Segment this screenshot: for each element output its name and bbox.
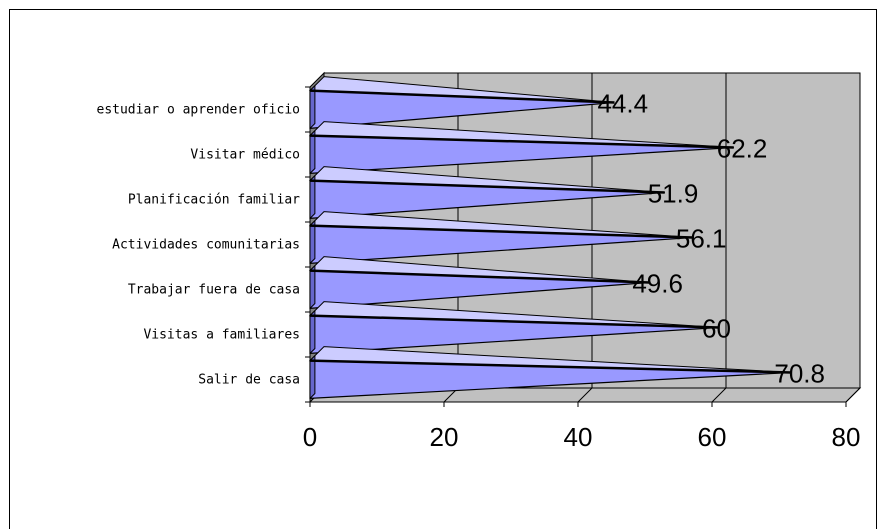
floor-gridline — [577, 387, 593, 403]
bar-edge — [309, 179, 665, 194]
bar-base — [309, 264, 316, 310]
bar-base — [309, 129, 316, 175]
data-label: 60 — [702, 314, 731, 344]
bar-base — [309, 354, 316, 400]
data-label: 49.6 — [632, 269, 683, 299]
bar-edge — [309, 134, 734, 149]
category-label: Salir de casa — [198, 373, 300, 388]
bar-base — [309, 174, 316, 220]
bar-base — [309, 309, 316, 355]
data-label: 62.2 — [717, 134, 768, 164]
data-label: 56.1 — [676, 224, 727, 254]
floor-gridline — [711, 387, 727, 403]
x-tick-label: 20 — [430, 422, 459, 452]
x-tick-label: 60 — [698, 422, 727, 452]
bar-base — [309, 219, 316, 265]
bar-edge — [309, 224, 693, 239]
bar-edge — [309, 314, 720, 329]
x-tick-label: 0 — [303, 422, 317, 452]
bar-edge — [309, 359, 792, 374]
bar-edge — [309, 269, 650, 284]
category-label: Trabajar fuera de casa — [128, 283, 300, 298]
category-label: estudiar o aprender oficio — [97, 103, 301, 118]
bar-edge — [309, 89, 615, 104]
category-label: Visitas a familiares — [143, 328, 300, 343]
bar-base — [309, 84, 316, 130]
x-tick-label: 40 — [564, 422, 593, 452]
floor-gridline — [845, 387, 861, 403]
x-tick-label: 80 — [832, 422, 861, 452]
category-label: Visitar médico — [190, 148, 300, 163]
data-label: 51.9 — [648, 179, 699, 209]
category-label: Planificación familiar — [128, 193, 300, 208]
data-label: 44.4 — [597, 89, 648, 119]
data-label: 70.8 — [774, 359, 825, 389]
category-label: Actividades comunitarias — [112, 238, 300, 253]
